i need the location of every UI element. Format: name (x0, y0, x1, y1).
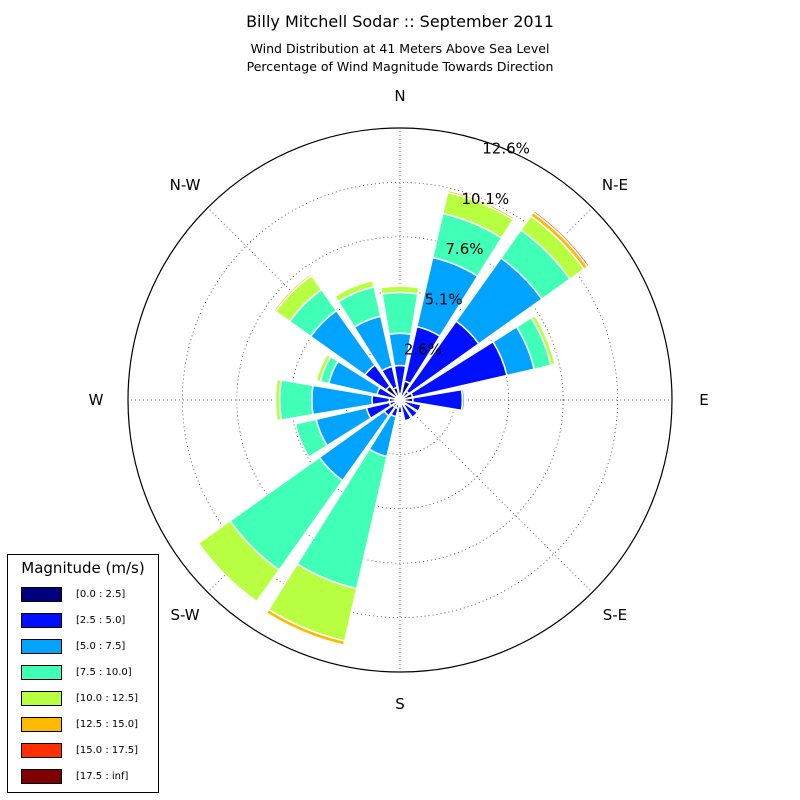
legend-swatch (21, 613, 62, 628)
wind-bar (399, 320, 480, 401)
radial-tick-label: 10.1% (461, 190, 509, 208)
direction-label: W (89, 391, 104, 409)
radial-tick-label: 12.6% (482, 140, 530, 158)
chart-title: Billy Mitchell Sodar :: September 2011 (246, 12, 554, 31)
legend-label: [5.0 : 7.5] (76, 641, 126, 652)
direction-label: N (394, 87, 405, 105)
legend-label: [12.5 : 15.0] (76, 719, 139, 730)
legend-label: [2.5 : 5.0] (76, 615, 126, 626)
grid-spoke (399, 399, 593, 593)
grid-ring (181, 181, 619, 619)
wind-bar (392, 386, 401, 401)
direction-label: N-E (602, 176, 628, 194)
radial-tick-label: 5.1% (425, 290, 463, 308)
wind-bar (399, 325, 442, 401)
wind-bar (384, 384, 401, 401)
chart-subtitle-line2: Percentage of Wind Magnitude Towards Dir… (246, 59, 554, 74)
legend-title: Magnitude (m/s) (21, 559, 145, 577)
legend-swatch (21, 691, 62, 706)
direction-label: S-E (603, 606, 627, 624)
legend-swatch (21, 639, 62, 654)
legend-label: [7.5 : 10.0] (76, 667, 132, 678)
legend-swatch (21, 665, 62, 680)
wind-bar (393, 364, 407, 401)
wind-bars (197, 189, 591, 647)
legend-swatch (21, 769, 62, 784)
direction-label: N-W (170, 176, 201, 194)
legend-label: [0.0 : 2.5] (76, 589, 126, 600)
wind-bar (311, 384, 401, 416)
wind-bar (318, 399, 401, 482)
legend-label: [10.0 : 12.5] (76, 693, 139, 704)
wind-bar (371, 394, 401, 406)
legend-label: [15.0 : 17.5] (76, 745, 139, 756)
wind-bar (399, 399, 413, 422)
legend-swatch (21, 717, 62, 732)
grid-ring (236, 236, 564, 564)
radial-tick-label: 7.6% (445, 240, 483, 258)
legend: Magnitude (m/s) [0.0 : 2.5] [2.5 : 5.0] [5… (7, 554, 159, 793)
legend-swatch (21, 743, 62, 758)
direction-label: S-W (170, 606, 199, 624)
direction-label: S (395, 695, 405, 713)
wind-bar (399, 340, 508, 401)
axis-labels: 2.6% 5.1% 7.6% 10.1% 12.6% N N-E E S-E S S-W W N-W (89, 87, 709, 713)
direction-label: E (699, 391, 708, 409)
legend-label: [17.5 : inf] (76, 771, 129, 782)
outer-circle (127, 127, 673, 673)
wind-bar (399, 388, 464, 412)
radial-tick-label: 2.6% (404, 341, 442, 359)
chart-subtitle-line1: Wind Distribution at 41 Meters Above Sea… (250, 41, 550, 56)
legend-swatch (21, 587, 62, 602)
